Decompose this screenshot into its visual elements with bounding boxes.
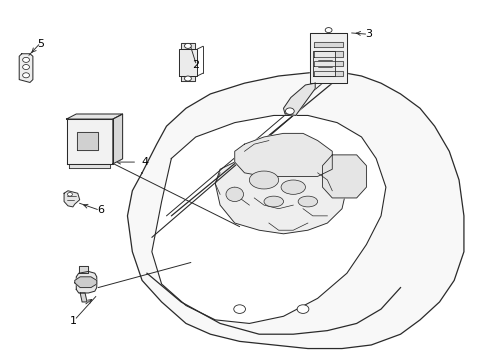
Polygon shape — [314, 71, 342, 76]
Circle shape — [297, 305, 308, 314]
Polygon shape — [127, 72, 463, 348]
Polygon shape — [215, 148, 346, 234]
Polygon shape — [75, 277, 97, 288]
Polygon shape — [152, 116, 385, 323]
Polygon shape — [79, 266, 88, 273]
Polygon shape — [310, 33, 346, 83]
Polygon shape — [66, 119, 113, 164]
Polygon shape — [314, 41, 342, 47]
Polygon shape — [181, 42, 194, 49]
Circle shape — [233, 305, 245, 314]
Text: 4: 4 — [141, 157, 148, 167]
Polygon shape — [69, 164, 110, 168]
Circle shape — [67, 193, 72, 196]
Polygon shape — [64, 191, 80, 207]
Ellipse shape — [298, 196, 317, 207]
Ellipse shape — [225, 187, 243, 202]
Circle shape — [22, 73, 29, 78]
Polygon shape — [80, 293, 87, 302]
Ellipse shape — [249, 171, 278, 189]
Polygon shape — [181, 76, 194, 81]
Polygon shape — [113, 114, 122, 164]
Circle shape — [184, 76, 191, 81]
Polygon shape — [314, 61, 342, 66]
Circle shape — [22, 64, 29, 69]
Polygon shape — [312, 51, 334, 76]
Text: 5: 5 — [37, 39, 44, 49]
Polygon shape — [77, 132, 98, 149]
Polygon shape — [76, 271, 97, 293]
Circle shape — [285, 108, 294, 114]
Text: 1: 1 — [69, 316, 76, 325]
Polygon shape — [314, 51, 342, 57]
Polygon shape — [19, 54, 33, 82]
Polygon shape — [322, 155, 366, 198]
Polygon shape — [66, 114, 122, 119]
Circle shape — [184, 43, 191, 48]
Circle shape — [22, 57, 29, 62]
Text: 3: 3 — [365, 29, 371, 39]
Ellipse shape — [281, 180, 305, 194]
Polygon shape — [283, 83, 315, 116]
Polygon shape — [234, 134, 331, 176]
Circle shape — [325, 28, 331, 33]
Polygon shape — [178, 49, 197, 76]
Ellipse shape — [264, 196, 283, 207]
Text: 2: 2 — [192, 60, 199, 70]
Text: 6: 6 — [97, 206, 104, 216]
